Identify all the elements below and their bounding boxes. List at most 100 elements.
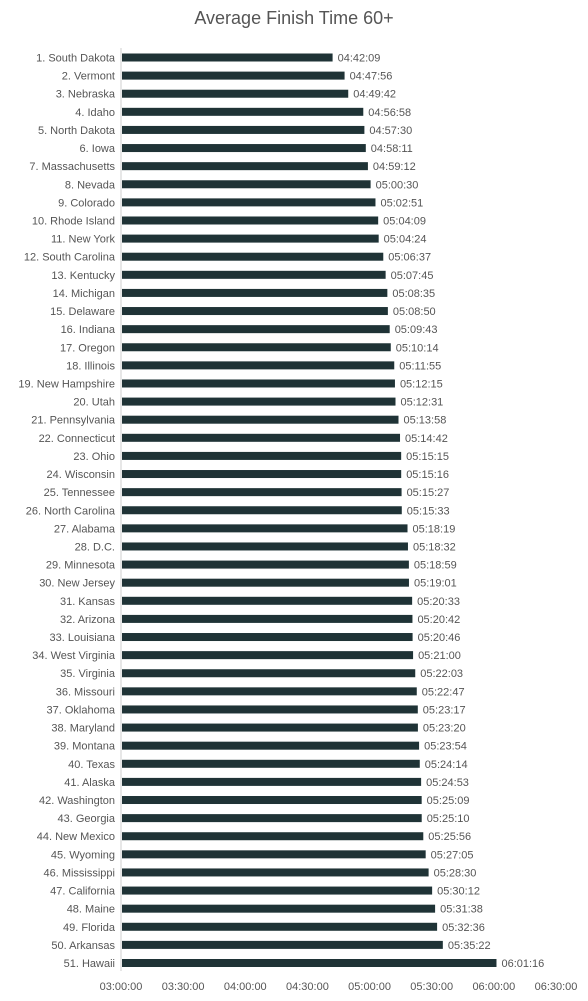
data-label: 05:23:20 <box>423 723 466 735</box>
data-label: 05:25:56 <box>428 831 471 843</box>
category-label: 37. Oklahoma <box>47 704 116 716</box>
category-label: 21. Pennsylvania <box>31 415 116 427</box>
bar <box>122 343 391 352</box>
data-label: 05:25:10 <box>427 813 470 825</box>
x-tick-label: 05:30:00 <box>410 981 453 993</box>
data-label: 05:11:55 <box>399 360 441 372</box>
bar <box>122 814 422 823</box>
bar <box>122 433 401 442</box>
data-label: 05:18:59 <box>414 560 457 572</box>
category-label: 20. Utah <box>73 397 115 409</box>
data-label: 05:19:01 <box>414 578 457 590</box>
data-label: 04:59:12 <box>373 161 416 173</box>
data-label: 05:15:15 <box>406 451 449 463</box>
bar <box>122 470 402 479</box>
chart-title: Average Finish Time 60+ <box>194 8 394 28</box>
data-label: 05:04:09 <box>383 215 426 227</box>
bar <box>122 560 409 569</box>
category-label: 30. New Jersey <box>39 578 115 590</box>
category-label: 36. Missouri <box>56 686 115 698</box>
data-label: 05:22:03 <box>420 668 463 680</box>
category-label: 2. Vermont <box>62 71 115 83</box>
category-label: 51. Hawaii <box>64 958 115 970</box>
category-label: 32. Arizona <box>60 614 116 626</box>
x-tick-label: 06:30:00 <box>535 981 578 993</box>
category-label: 9. Colorado <box>58 197 115 209</box>
bar <box>122 53 333 62</box>
data-label: 05:07:45 <box>391 270 434 282</box>
data-label: 05:08:35 <box>392 288 435 300</box>
category-label: 34. West Virginia <box>32 650 116 662</box>
bar <box>122 759 420 768</box>
category-label: 43. Georgia <box>58 813 116 825</box>
data-label: 04:42:09 <box>338 53 381 65</box>
category-label: 12. South Carolina <box>24 252 116 264</box>
category-label: 42. Washington <box>39 795 115 807</box>
data-label: 05:02:51 <box>380 197 423 209</box>
bar <box>122 850 426 859</box>
category-label: 38. Maryland <box>51 723 115 735</box>
data-label: 05:23:17 <box>423 704 466 716</box>
data-label: 05:24:14 <box>425 759 468 771</box>
data-label: 05:35:22 <box>448 940 491 952</box>
x-tick-label: 06:00:00 <box>472 981 515 993</box>
category-label: 40. Texas <box>68 759 115 771</box>
bar <box>122 234 379 243</box>
category-label: 48. Maine <box>67 904 115 916</box>
data-label: 05:23:54 <box>424 741 467 753</box>
bar <box>122 687 417 696</box>
bar <box>122 107 364 116</box>
category-label: 5. North Dakota <box>38 125 116 137</box>
bar <box>122 832 424 841</box>
category-label: 27. Alabama <box>54 523 116 535</box>
bar <box>122 868 429 877</box>
category-label: 28. D.C. <box>75 541 115 553</box>
data-label: 05:22:47 <box>422 686 465 698</box>
category-label: 15. Delaware <box>50 306 115 318</box>
data-label: 05:08:50 <box>393 306 436 318</box>
category-label: 8. Nevada <box>65 179 116 191</box>
category-label: 45. Wyoming <box>51 849 115 861</box>
data-label: 05:30:12 <box>437 886 480 898</box>
bar <box>122 741 420 750</box>
data-label: 05:25:09 <box>427 795 470 807</box>
data-label: 04:56:58 <box>368 107 411 119</box>
bar <box>122 488 402 497</box>
category-label: 14. Michigan <box>53 288 115 300</box>
bar <box>122 596 413 605</box>
category-label: 17. Oregon <box>60 342 115 354</box>
category-label: 18. Illinois <box>66 360 115 372</box>
data-label: 05:15:16 <box>406 469 449 481</box>
data-label: 05:18:19 <box>413 523 456 535</box>
bar <box>122 723 418 732</box>
data-label: 04:57:30 <box>369 125 412 137</box>
category-label: 4. Idaho <box>75 107 115 119</box>
category-label: 44. New Mexico <box>37 831 115 843</box>
bar <box>122 162 368 171</box>
category-label: 35. Virginia <box>60 668 116 680</box>
bar <box>122 307 388 316</box>
data-label: 04:58:11 <box>371 143 413 155</box>
bar <box>122 669 416 678</box>
bar <box>122 415 399 424</box>
category-label: 47. California <box>50 886 116 898</box>
bar <box>122 361 395 370</box>
bar <box>122 144 366 153</box>
bar <box>122 252 384 261</box>
data-label: 04:49:42 <box>353 89 396 101</box>
data-label: 05:20:46 <box>418 632 461 644</box>
x-tick-label: 05:00:00 <box>348 981 391 993</box>
bar <box>122 542 408 551</box>
category-label: 22. Connecticut <box>39 433 115 445</box>
bar <box>122 633 413 642</box>
category-label: 49. Florida <box>63 922 116 934</box>
data-label: 05:21:00 <box>418 650 461 662</box>
data-label: 05:15:33 <box>407 505 450 517</box>
data-label: 05:13:58 <box>404 415 447 427</box>
bar <box>122 886 433 895</box>
bar <box>122 325 390 334</box>
category-label: 19. New Hampshire <box>18 378 115 390</box>
data-label: 05:00:30 <box>376 179 419 191</box>
data-label: 05:15:27 <box>407 487 450 499</box>
